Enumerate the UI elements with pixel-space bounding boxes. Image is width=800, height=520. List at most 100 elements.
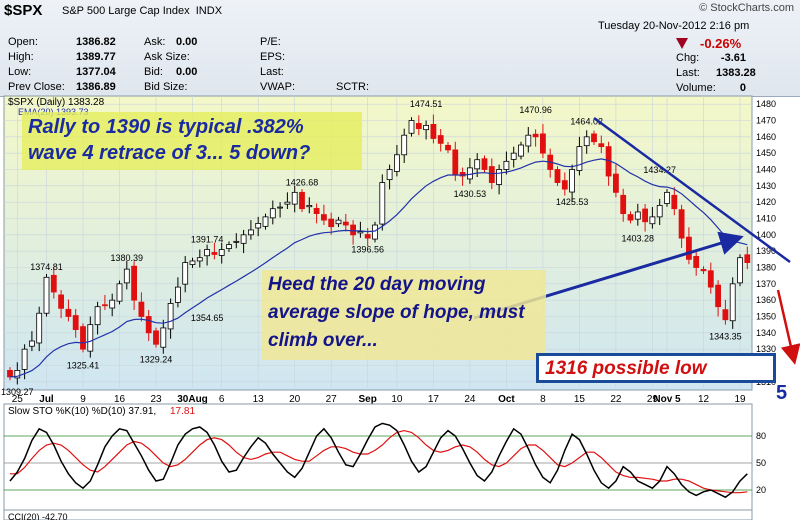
candle-body xyxy=(664,191,670,204)
price-label: 1380.39 xyxy=(111,253,144,263)
candle-body xyxy=(174,286,181,303)
x-tick-label: 20 xyxy=(289,394,301,405)
candle-body xyxy=(72,315,79,330)
x-tick-label: 15 xyxy=(574,394,586,405)
price-label: 1391.74 xyxy=(191,234,224,244)
y-tick-label: 1410 xyxy=(756,214,776,224)
candle-body xyxy=(350,224,357,236)
candle-body xyxy=(613,173,619,193)
downtrend-line xyxy=(593,116,791,264)
quote-label: Bid Size: xyxy=(144,81,188,93)
candle-body xyxy=(313,207,320,215)
candle-body xyxy=(379,182,386,225)
candle-body xyxy=(525,134,532,147)
price-label: 1354.65 xyxy=(191,313,224,323)
candle-body xyxy=(262,216,269,227)
candle-body xyxy=(671,194,678,210)
candle-body xyxy=(583,136,590,147)
x-tick-label: Jul xyxy=(39,394,54,405)
price-label: 1464.02 xyxy=(570,116,603,126)
quote-label: Last: xyxy=(676,67,700,79)
quote-label: VWAP: xyxy=(260,81,296,93)
price-label: 1374.81 xyxy=(30,262,63,272)
candle-body xyxy=(218,249,225,256)
candle-body xyxy=(415,123,422,130)
candle-body xyxy=(160,327,167,348)
y-tick-label: 1390 xyxy=(756,246,776,256)
x-tick-label: 25 xyxy=(12,394,24,405)
candle-body xyxy=(182,262,189,285)
candle-body xyxy=(50,274,57,293)
candle-body xyxy=(401,134,408,156)
x-tick-label: 29 xyxy=(647,394,659,405)
y-tick-label: 1460 xyxy=(756,132,776,142)
candle-body xyxy=(686,236,692,260)
candle-body xyxy=(386,169,393,181)
candle-body xyxy=(7,369,13,378)
x-tick-label: 17 xyxy=(428,394,440,405)
candle-body xyxy=(269,208,276,219)
candle-body xyxy=(65,308,72,317)
price-label: 1343.35 xyxy=(709,331,742,341)
candle-body xyxy=(430,124,437,139)
quote-label: EPS: xyxy=(260,51,286,63)
price-label: 1426.68 xyxy=(286,177,319,187)
candle-body xyxy=(306,205,313,208)
price-label: 1425.53 xyxy=(556,197,589,207)
candle-body xyxy=(488,166,495,183)
quote-label: Prev Close: xyxy=(8,81,65,93)
candle-body xyxy=(452,149,459,175)
candle-body xyxy=(138,301,145,317)
x-tick-label: 27 xyxy=(326,394,338,405)
candle-body xyxy=(700,269,707,272)
candle-body xyxy=(729,283,736,322)
candle-body xyxy=(649,216,656,225)
price-label: 1329.24 xyxy=(140,354,173,364)
candle-body xyxy=(466,167,473,180)
quote-label: Open: xyxy=(8,36,38,48)
quote-value: 1389.77 xyxy=(76,51,116,63)
x-tick-label: 22 xyxy=(610,394,622,405)
candle-body xyxy=(722,309,729,321)
candle-body xyxy=(80,326,86,350)
candle-body xyxy=(459,172,466,177)
x-tick-label: Nov 5 xyxy=(653,394,681,405)
quote-label: High: xyxy=(8,51,34,63)
candle-body xyxy=(342,221,349,226)
candle-body xyxy=(715,284,721,308)
candle-body xyxy=(620,194,627,215)
y-tick-label: 1350 xyxy=(756,312,776,322)
candle-body xyxy=(678,209,685,239)
candle-body xyxy=(87,324,94,352)
y-tick-label: 1400 xyxy=(756,230,776,240)
quote-value: 0.00 xyxy=(176,36,198,48)
quote-value: 1377.04 xyxy=(76,66,116,78)
candle-body xyxy=(43,276,50,314)
candle-body xyxy=(591,133,597,143)
x-tick-label: 10 xyxy=(391,394,403,405)
cci-legend: CCI(20) -42.70 xyxy=(8,512,68,520)
y-tick-label: 1430 xyxy=(756,181,776,191)
y-tick-label: 1380 xyxy=(756,263,776,273)
price-label: 1470.96 xyxy=(519,105,552,115)
candle-body xyxy=(656,205,663,218)
candle-body xyxy=(36,312,43,344)
price-label: 1396.56 xyxy=(351,244,384,254)
sto-k-line xyxy=(9,422,748,499)
y-tick-label: 1330 xyxy=(756,344,776,354)
y-tick-label: 1370 xyxy=(756,279,776,289)
ticker-symbol: $SPX xyxy=(4,2,43,19)
x-tick-label: 12 xyxy=(698,394,710,405)
candle-body xyxy=(189,260,196,265)
candle-body xyxy=(364,234,371,239)
x-tick-label: Sep xyxy=(359,394,377,405)
candle-body xyxy=(598,143,605,148)
stockcharts-logo: © StockCharts.com xyxy=(699,2,794,14)
quote-date: Tuesday 20-Nov-2012 2:16 pm xyxy=(598,20,750,32)
candle-body xyxy=(211,252,218,255)
y-tick-label: 1470 xyxy=(756,116,776,126)
y-tick-label: 1340 xyxy=(756,328,776,338)
y-tick-label: 1450 xyxy=(756,148,776,158)
candle-body xyxy=(277,206,284,209)
x-tick-label: 6 xyxy=(219,394,225,405)
